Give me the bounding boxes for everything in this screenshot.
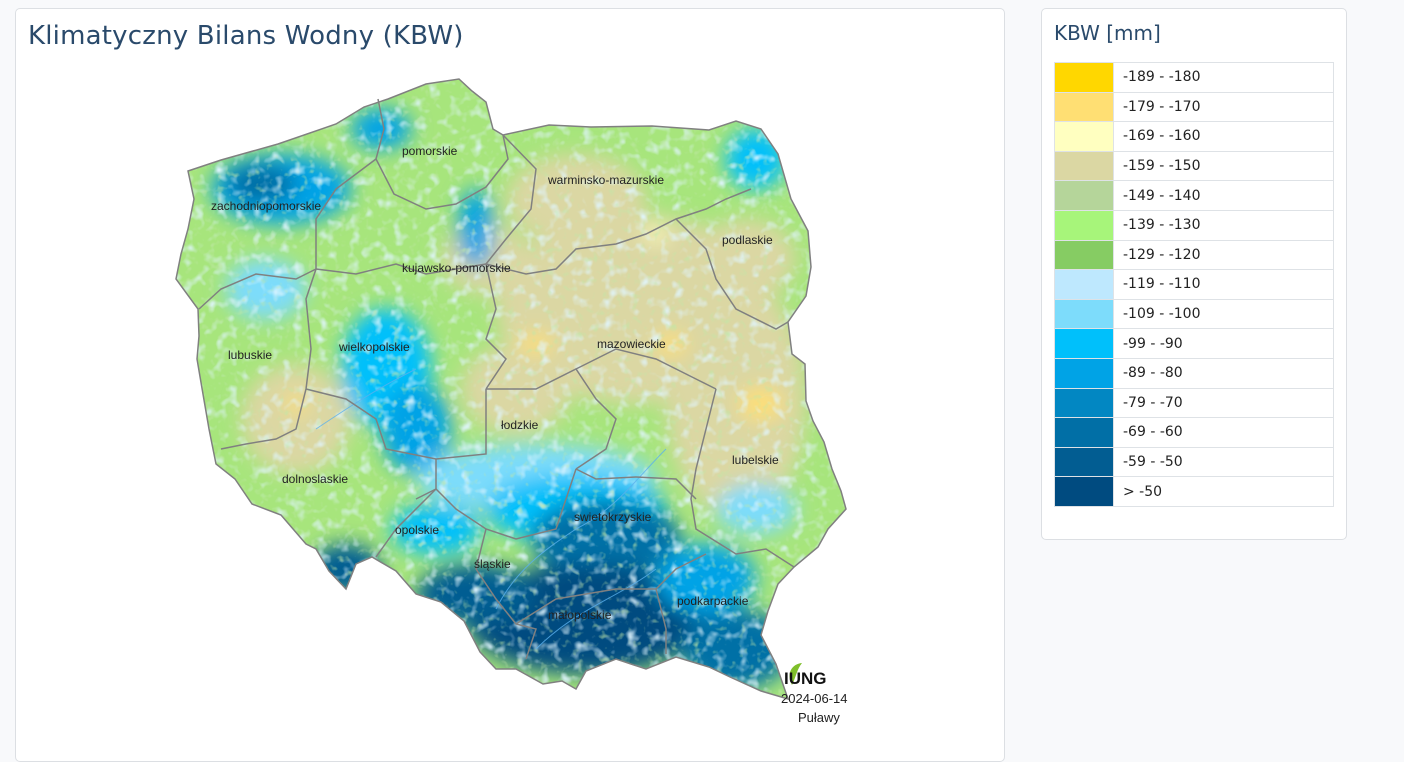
legend-swatch [1054,121,1114,152]
legend-panel: KBW [mm] -189 - -180 -179 - -170 -169 - -1… [1041,8,1347,540]
region-label-warminsko-mazurskie: warminsko-mazurskie [547,173,664,187]
legend-swatch [1054,357,1114,389]
legend-row: -179 - -170 [1054,91,1334,123]
kbw-map: pomorskie warminsko-mazurskie zachodniop… [175,78,848,725]
legend-row: -59 - -50 [1054,446,1334,478]
region-label-lubuskie: lubuskie [228,348,272,362]
leaf-icon [789,663,802,685]
legend-swatch [1054,417,1114,448]
region-label-opolskie: opolskie [395,523,439,537]
legend-swatch [1054,62,1114,93]
legend-label: -189 - -180 [1113,62,1334,93]
region-label-dolnoslaskie: dolnoslaskie [282,472,348,486]
region-label-swietokrzyskie: swietokrzyskie [574,510,652,524]
legend-label: > -50 [1113,476,1334,507]
legend-label: -169 - -160 [1113,121,1334,152]
region-label-slaskie: śląskie [474,557,511,571]
legend-row: -89 - -80 [1054,357,1334,389]
iung-logo-text: IUNG [784,669,827,688]
legend-label: -89 - -80 [1113,357,1334,389]
legend-label: -119 - -110 [1113,269,1334,300]
map-panel: Klimatyczny Bilans Wodny (KBW) [15,8,1005,762]
map-place: Puławy [798,710,840,725]
region-label-lubelskie: lubelskie [732,453,779,467]
legend-swatch [1054,387,1114,419]
region-label-malopolskie: małopolskie [548,608,612,622]
legend-swatch [1054,269,1114,300]
legend-swatch [1054,328,1114,359]
legend-row: -79 - -70 [1054,387,1334,419]
region-label-wielkopolskie: wielkopolskie [338,340,410,354]
legend-swatch [1054,298,1114,330]
map-date: 2024-06-14 [781,691,848,706]
legend-label: -99 - -90 [1113,328,1334,359]
region-label-kujawsko-pomorskie: kujawsko-pomorskie [402,261,511,275]
legend-row: -69 - -60 [1054,417,1334,448]
legend-label: -59 - -50 [1113,446,1334,478]
legend-label: -149 - -140 [1113,180,1334,211]
legend-table: -189 - -180 -179 - -170 -169 - -160 -159 - … [1054,62,1334,507]
legend-label: -139 - -130 [1113,209,1334,241]
legend-swatch [1054,91,1114,123]
legend-row: -139 - -130 [1054,209,1334,241]
region-label-podkarpackie: podkarpackie [677,594,749,608]
legend-swatch [1054,239,1114,271]
legend-row: -189 - -180 [1054,62,1334,93]
legend-swatch [1054,446,1114,478]
legend-label: -69 - -60 [1113,417,1334,448]
iung-logo: IUNG [784,663,827,688]
legend-row: -149 - -140 [1054,180,1334,211]
kbw-raster [176,79,846,699]
region-label-zachodniopomorskie: zachodniopomorskie [211,199,321,213]
legend-row: -109 - -100 [1054,298,1334,330]
legend-label: -109 - -100 [1113,298,1334,330]
legend-label: -129 - -120 [1113,239,1334,271]
legend-row: -119 - -110 [1054,269,1334,300]
region-label-podlaskie: podlaskie [722,233,773,247]
region-label-lodzkie: łodzkie [501,418,539,432]
legend-swatch [1054,209,1114,241]
legend-row: > -50 [1054,476,1334,507]
legend-label: -159 - -150 [1113,150,1334,182]
legend-swatch [1054,476,1114,507]
legend-title: KBW [mm] [1054,21,1161,45]
region-labels: pomorskie warminsko-mazurskie zachodniop… [211,144,779,622]
region-label-pomorskie: pomorskie [402,144,458,158]
legend-row: -99 - -90 [1054,328,1334,359]
legend-row: -129 - -120 [1054,239,1334,271]
legend-swatch [1054,150,1114,182]
legend-swatch [1054,180,1114,211]
map-title: Klimatyczny Bilans Wodny (KBW) [28,21,464,51]
legend-row: -159 - -150 [1054,150,1334,182]
legend-label: -79 - -70 [1113,387,1334,419]
legend-label: -179 - -170 [1113,91,1334,123]
region-label-mazowieckie: mazowieckie [597,337,666,351]
legend-row: -169 - -160 [1054,121,1334,152]
voivodeship-borders [175,78,847,700]
